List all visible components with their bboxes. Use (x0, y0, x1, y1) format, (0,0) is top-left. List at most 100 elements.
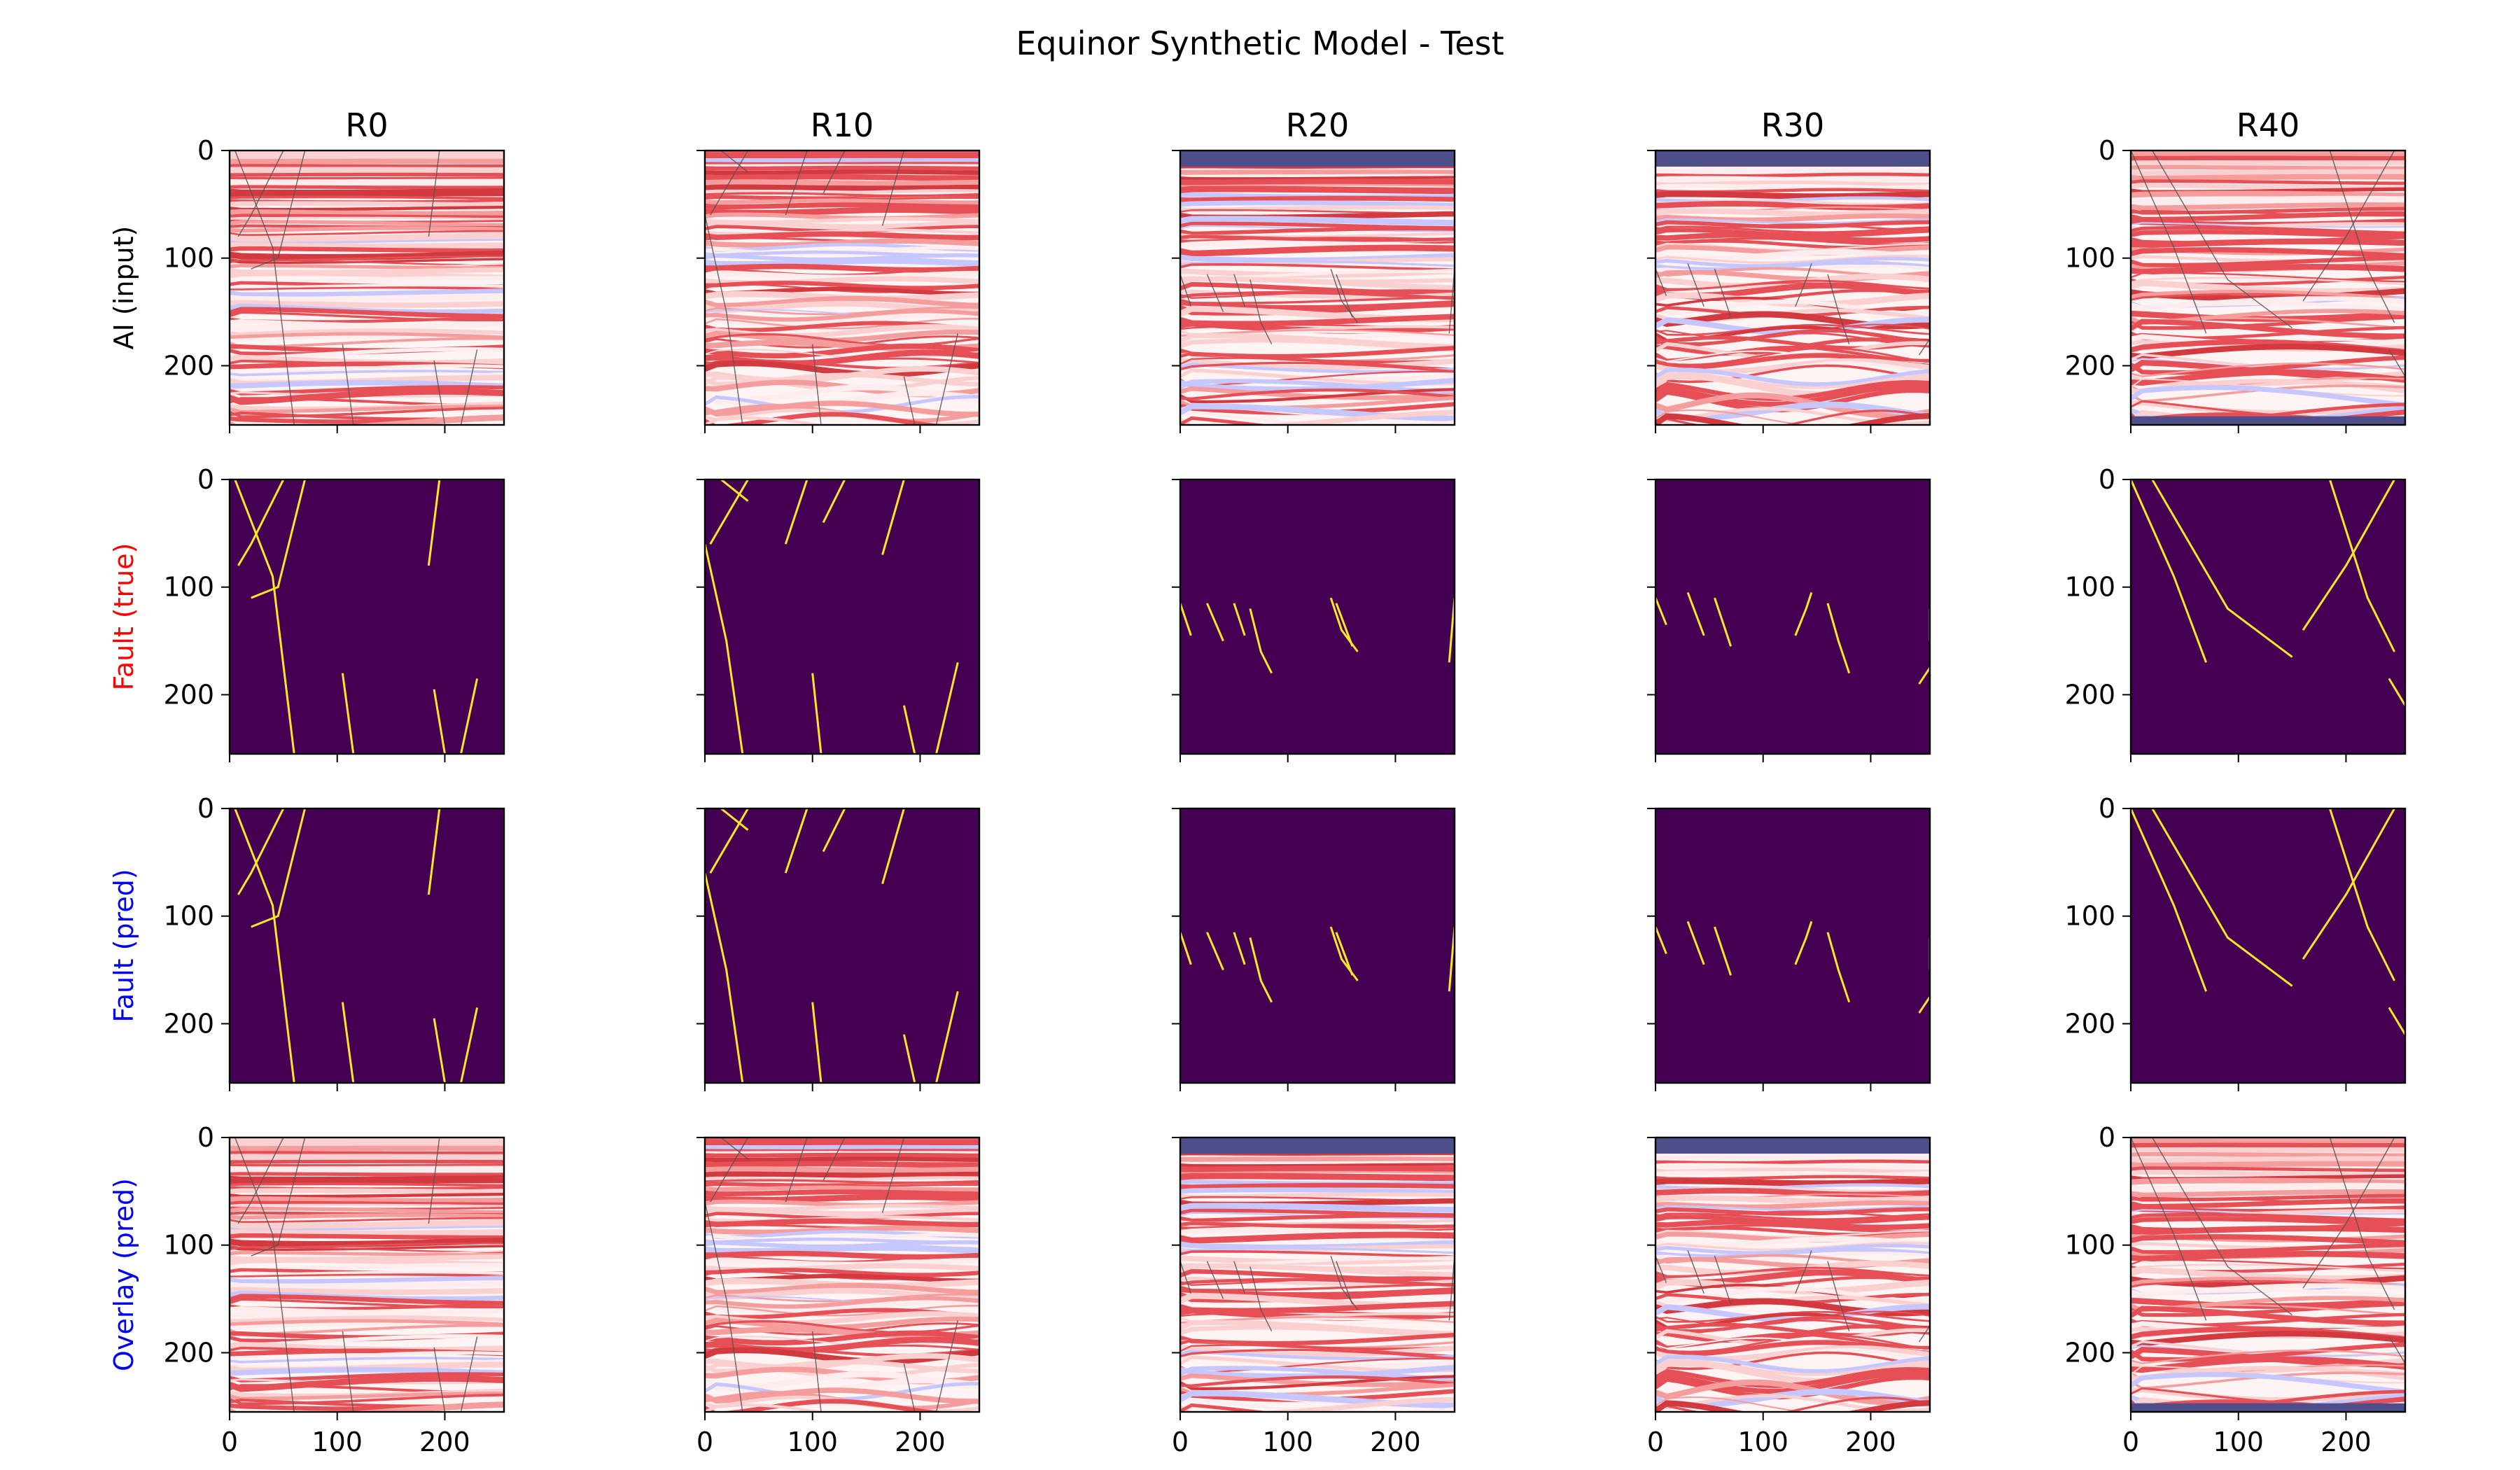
fault-trace-6 (433, 360, 446, 425)
seismic-layer (1180, 237, 1455, 241)
x-tick-label: 0 (2122, 1427, 2139, 1457)
fault-line-4 (1794, 920, 1813, 965)
seismic-layer (1180, 1182, 1455, 1190)
seismic-layer (705, 206, 979, 216)
seismic-layer (1656, 191, 1930, 200)
fault-background (2131, 808, 2405, 1083)
water-layer (1180, 150, 1455, 167)
seismic-layer (230, 1172, 504, 1177)
seismic-layer (2131, 1288, 2405, 1298)
fault-trace-7 (460, 349, 478, 425)
seismic-layer (2131, 1264, 2405, 1273)
panel-r10-row-3 (696, 807, 981, 1091)
column-title-r40: R40 (2236, 106, 2300, 144)
seismic-layer (1180, 178, 1455, 186)
seismic-layer (705, 238, 979, 248)
seismic-layer (1180, 1161, 1455, 1165)
seismic-layer (1656, 239, 1930, 249)
fault-line-2 (237, 808, 285, 895)
seismic-layer (1656, 1195, 1930, 1205)
seismic-layer (2131, 315, 2405, 330)
fault-background (2131, 479, 2405, 754)
seismic-layer (230, 1207, 504, 1214)
seismic-layer (1180, 281, 1455, 295)
seismic-layer (230, 1273, 504, 1278)
seismic-layer (705, 309, 979, 322)
seismic-layer (1656, 1163, 1930, 1170)
seismic-layer (1656, 1207, 1930, 1216)
seismic-layer (1180, 290, 1455, 300)
fault-trace-4 (1795, 263, 1812, 307)
seismic-layer (2131, 230, 2405, 239)
seismic-layer (1656, 364, 1930, 384)
seismic-layer (1656, 1396, 1930, 1412)
seismic-layer (1656, 176, 1930, 183)
seismic-layer (230, 1182, 504, 1187)
panel-image (705, 150, 979, 425)
panel-r30-row-2 (1647, 478, 1931, 762)
fault-trace-6 (881, 1138, 905, 1213)
seismic-layer (1656, 1241, 1930, 1251)
seismic-layer (230, 405, 504, 414)
seismic-layer (1656, 1400, 1930, 1412)
seismic-layer (230, 286, 504, 290)
fault-trace-4 (785, 1138, 808, 1203)
y-tick-label: 100 (2064, 243, 2115, 274)
fault-trace-4 (1250, 1266, 1273, 1332)
seismic-layer (705, 1151, 979, 1154)
seismic-layer (1180, 1325, 1455, 1339)
seismic-layer (1180, 1224, 1455, 1228)
seismic-layer (705, 1156, 979, 1163)
fault-line-1 (705, 543, 744, 754)
seismic-layer (230, 188, 504, 192)
seismic-layer (2131, 247, 2405, 258)
seismic-layer (705, 202, 979, 210)
fault-background (705, 479, 979, 754)
seismic-layer (1180, 388, 1455, 404)
seismic-layer (1180, 169, 1455, 175)
y-tick-label: 0 (197, 1122, 214, 1153)
panel-frame (704, 807, 981, 1084)
seismic-layer (230, 293, 504, 302)
seismic-layer (230, 1393, 504, 1405)
y-tick-label: 0 (2099, 793, 2115, 824)
y-tick-label: 100 (163, 901, 214, 932)
fault-line-4 (1249, 608, 1273, 674)
seismic-layer (1180, 226, 1455, 236)
seismic-layer (230, 414, 504, 425)
seismic-layer (2131, 1147, 2405, 1154)
seismic-layer (1180, 263, 1455, 271)
seismic-layer (2131, 1198, 2405, 1209)
seismic-layer (705, 281, 979, 290)
seismic-layer (1180, 1390, 1455, 1409)
seismic-layer (1656, 1186, 1930, 1192)
panel-image (2131, 808, 2405, 1083)
seismic-layer (705, 1176, 979, 1182)
panel-frame (228, 478, 505, 755)
seismic-layer (705, 212, 979, 221)
fault-background (705, 808, 979, 1083)
seismic-layer (1656, 1332, 1930, 1350)
seismic-layer (705, 174, 979, 181)
fault-trace-3 (2302, 1138, 2395, 1289)
fault-line-4 (2328, 479, 2395, 652)
row-label-4: Overlay (pred) (108, 1178, 139, 1371)
fault-trace-8 (903, 1363, 916, 1412)
seismic-layer (230, 190, 504, 197)
fault-line-1 (2131, 808, 2208, 992)
panel-frame (2129, 149, 2407, 426)
panel-image (1180, 150, 1455, 425)
seismic-layer (230, 246, 504, 253)
panel-image (230, 479, 504, 754)
water-layer (1656, 150, 1930, 167)
seismic-layer (2131, 169, 2405, 176)
panel-image (1656, 150, 1930, 425)
seismic-layer (1656, 1170, 1930, 1178)
panel-r40-row-1: 0 100 200 (2064, 135, 2407, 433)
seismic-layer (230, 1270, 504, 1277)
seismic-layer (1180, 1396, 1455, 1412)
figure-title: Equinor Synthetic Model - Test (1016, 24, 1504, 62)
seismic-layer (2131, 290, 2405, 301)
seismic-layer (2131, 276, 2405, 286)
fault-trace-5 (2388, 349, 2405, 377)
